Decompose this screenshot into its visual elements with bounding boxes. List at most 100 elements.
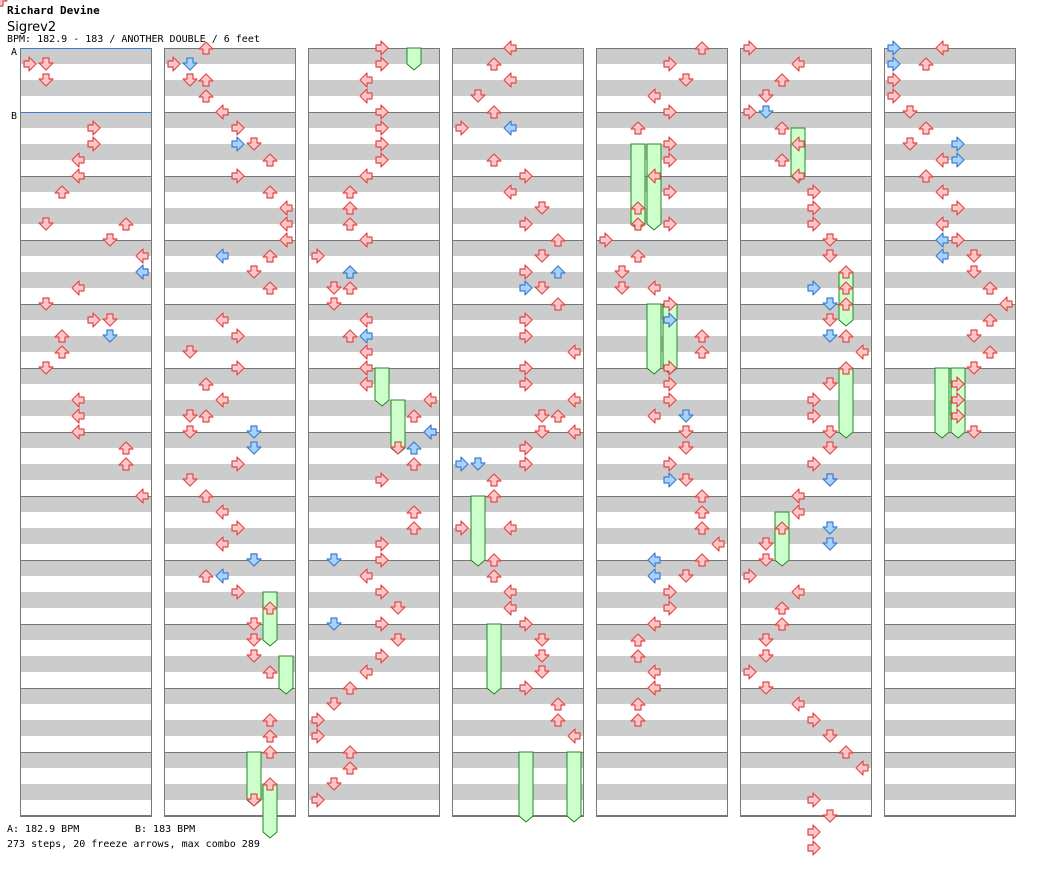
beat-stripe: [164, 144, 296, 160]
step-arrow: [262, 745, 278, 759]
step-arrow: [375, 552, 389, 568]
beat-stripe: [740, 48, 872, 64]
step-arrow: [935, 216, 949, 232]
step-arrow-offbeat: [807, 280, 821, 296]
step-arrow: [678, 73, 694, 87]
beat-stripe: [308, 656, 440, 672]
step-arrow: [822, 233, 838, 247]
step-arrow: [966, 265, 982, 279]
beat-stripe: [740, 752, 872, 768]
step-arrow: [807, 712, 821, 728]
step-arrow: [951, 408, 965, 424]
step-arrow: [807, 408, 821, 424]
step-arrow: [246, 137, 262, 151]
step-arrow: [550, 713, 566, 727]
step-arrow: [807, 216, 821, 232]
step-arrow: [470, 89, 486, 103]
step-arrow: [342, 281, 358, 295]
beat-stripe: [884, 656, 1016, 672]
chart-column: [596, 48, 728, 817]
step-arrow: [630, 249, 646, 263]
beat-stripe: [596, 464, 728, 480]
step-arrow: [486, 553, 502, 567]
step-arrow: [279, 216, 293, 232]
step-arrow: [279, 232, 293, 248]
step-arrow: [838, 297, 854, 311]
beat-stripe: [452, 688, 584, 704]
beat-stripe: [20, 784, 152, 800]
freeze-arrow: [262, 783, 278, 839]
step-arrow: [534, 201, 550, 215]
beat-stripe: [164, 368, 296, 384]
freeze-arrow: [470, 495, 486, 567]
beat-stripe: [20, 432, 152, 448]
step-arrow: [743, 568, 757, 584]
step-arrow-offbeat: [102, 329, 118, 343]
beat-stripe: [20, 624, 152, 640]
beat-stripe: [308, 592, 440, 608]
step-arrow: [231, 120, 245, 136]
step-arrow: [534, 281, 550, 295]
step-arrow: [87, 136, 101, 152]
step-arrow: [279, 200, 293, 216]
step-arrow: [390, 441, 406, 455]
step-arrow: [359, 168, 373, 184]
step-arrow: [167, 56, 181, 72]
beat-stripe: [452, 752, 584, 768]
step-arrow: [38, 57, 54, 71]
step-arrow-offbeat: [822, 473, 838, 487]
beat-stripe: [308, 144, 440, 160]
step-arrow: [359, 568, 373, 584]
step-arrow: [663, 216, 677, 232]
step-arrow: [774, 121, 790, 135]
step-arrow: [663, 392, 677, 408]
beat-stripe: [20, 688, 152, 704]
step-arrow: [198, 377, 214, 391]
beat-stripe: [884, 496, 1016, 512]
beat-stripe: [452, 368, 584, 384]
step-arrow: [215, 104, 229, 120]
step-arrow-offbeat: [887, 40, 901, 56]
column-border: [308, 48, 440, 816]
step-arrow: [791, 488, 805, 504]
step-arrow: [246, 649, 262, 663]
beat-stripe: [20, 496, 152, 512]
beat-stripe: [884, 400, 1016, 416]
step-arrow: [503, 600, 517, 616]
step-arrow: [342, 681, 358, 695]
step-arrow: [215, 392, 229, 408]
step-arrow: [630, 201, 646, 215]
step-arrow: [375, 616, 389, 632]
step-arrow: [694, 521, 710, 535]
beat-stripe: [20, 48, 152, 64]
artist-name: Richard Devine: [7, 4, 100, 17]
beat-stripe: [884, 624, 1016, 640]
step-arrow: [822, 377, 838, 391]
beat-stripe: [20, 80, 152, 96]
freeze-arrow: [566, 751, 582, 823]
beat-stripe: [740, 496, 872, 512]
beat-stripe: [308, 80, 440, 96]
step-arrow: [503, 40, 517, 56]
step-arrow: [743, 104, 757, 120]
beat-stripe: [20, 464, 152, 480]
freeze-arrow: [646, 303, 662, 375]
step-arrow: [231, 360, 245, 376]
beat-stripe: [164, 176, 296, 192]
beat-stripe: [596, 592, 728, 608]
step-arrow-offbeat: [822, 297, 838, 311]
freeze-arrow: [774, 511, 790, 567]
step-arrow: [519, 376, 533, 392]
step-arrow-offbeat: [246, 425, 262, 439]
step-arrow: [614, 281, 630, 295]
step-arrow: [550, 233, 566, 247]
beat-stripe: [164, 304, 296, 320]
beat-stripe: [596, 368, 728, 384]
step-arrow: [231, 168, 245, 184]
beat-stripe: [308, 304, 440, 320]
step-arrow: [694, 41, 710, 55]
step-arrow: [807, 824, 821, 840]
step-arrow: [486, 57, 502, 71]
step-arrow: [694, 329, 710, 343]
